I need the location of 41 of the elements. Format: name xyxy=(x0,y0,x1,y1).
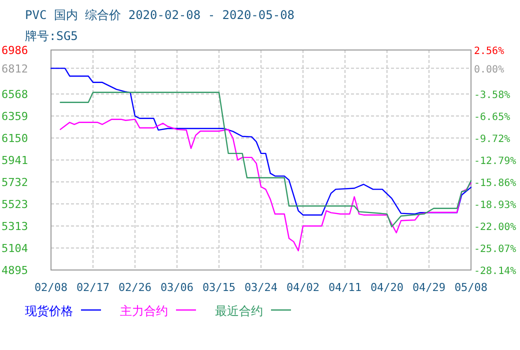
y2-tick-label: -15.86% xyxy=(474,178,516,189)
y-tick-label: 6986 xyxy=(2,44,28,57)
x-tick-label: 04/11 xyxy=(328,281,362,294)
x-tick-label: 03/24 xyxy=(244,281,278,294)
y2-tick-label: -28.14% xyxy=(474,266,516,277)
y2-tick-label: 0.00% xyxy=(474,64,504,76)
line-series xyxy=(60,118,472,252)
x-tick-label: 04/20 xyxy=(370,281,404,294)
x-tick-label: 02/26 xyxy=(118,281,152,294)
chart-title: PVC 国内 综合价 2020-02-08 - 2020-05-08 xyxy=(25,8,295,22)
y-tick-label: 5313 xyxy=(2,220,28,234)
y2-tick-label: -9.72% xyxy=(474,134,510,145)
y2-tick-label: -22.00% xyxy=(474,222,516,233)
x-tick-label: 02/08 xyxy=(34,281,68,294)
chart-subtitle: 牌号:SG5 xyxy=(25,29,78,43)
y-tick-label: 5732 xyxy=(2,176,28,189)
x-tick-label: 04/29 xyxy=(412,281,446,294)
line-series xyxy=(60,92,472,228)
y-tick-label: 6359 xyxy=(2,110,28,123)
y-tick-label: 4895 xyxy=(2,264,28,277)
y-tick-label: 6812 xyxy=(2,62,28,76)
legend-label: 主力合约 xyxy=(120,304,168,318)
y-tick-label: 6568 xyxy=(2,88,28,101)
y-tick-label: 5523 xyxy=(2,198,28,211)
y2-tick-label: 2.56% xyxy=(474,46,504,57)
y2-tick-label: -25.07% xyxy=(474,244,516,255)
legend-label: 现货价格 xyxy=(25,304,73,318)
y2-tick-label: -3.58% xyxy=(474,90,510,101)
y-tick-label: 5941 xyxy=(2,154,28,167)
y-tick-label: 5104 xyxy=(2,242,28,256)
y2-tick-label: -12.79% xyxy=(474,156,516,167)
x-tick-label: 03/06 xyxy=(160,281,194,294)
line-series xyxy=(50,68,472,216)
y2-tick-label: -6.65% xyxy=(474,112,510,123)
y2-tick-label: -18.93% xyxy=(474,200,516,211)
x-tick-label: 05/08 xyxy=(454,281,488,294)
x-tick-label: 04/02 xyxy=(286,281,320,294)
y-tick-label: 6150 xyxy=(2,132,28,145)
x-tick-label: 02/17 xyxy=(76,281,110,294)
legend-label: 最近合约 xyxy=(215,304,263,318)
x-tick-label: 03/15 xyxy=(202,281,236,294)
